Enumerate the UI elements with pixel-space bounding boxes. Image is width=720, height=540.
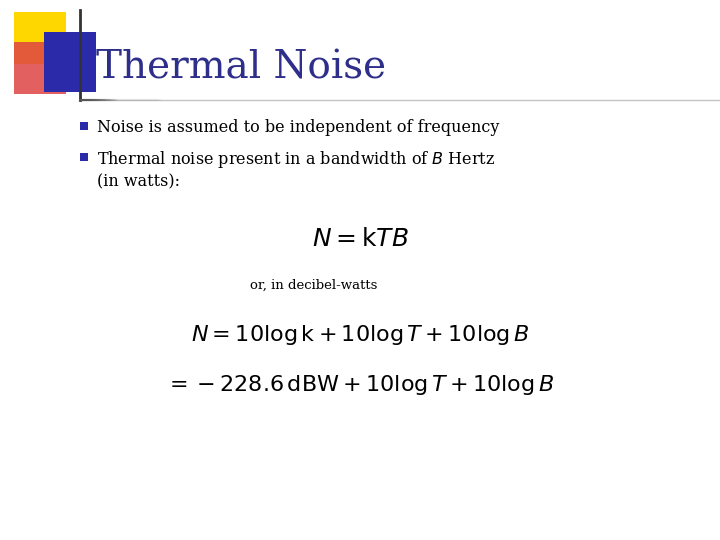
- Bar: [80, 122, 88, 130]
- Bar: [14, 42, 66, 94]
- Text: Thermal Noise: Thermal Noise: [96, 50, 386, 86]
- Bar: [80, 153, 88, 161]
- Text: $N = \mathrm{k}TB$: $N = \mathrm{k}TB$: [312, 228, 408, 252]
- Text: or, in decibel-watts: or, in decibel-watts: [250, 279, 377, 292]
- Bar: [44, 32, 96, 92]
- Bar: [14, 12, 66, 64]
- Text: Thermal noise present in a bandwidth of $B$ Hertz: Thermal noise present in a bandwidth of …: [97, 148, 495, 170]
- Text: $= -228.6\,\mathrm{dBW} + 10\log T + 10\log B$: $= -228.6\,\mathrm{dBW} + 10\log T + 10\…: [166, 373, 554, 397]
- Text: Noise is assumed to be independent of frequency: Noise is assumed to be independent of fr…: [97, 119, 500, 137]
- Text: $N = 10\log\mathrm{k} + 10\log T + 10\log B$: $N = 10\log\mathrm{k} + 10\log T + 10\lo…: [191, 323, 529, 347]
- Text: (in watts):: (in watts):: [97, 173, 180, 191]
